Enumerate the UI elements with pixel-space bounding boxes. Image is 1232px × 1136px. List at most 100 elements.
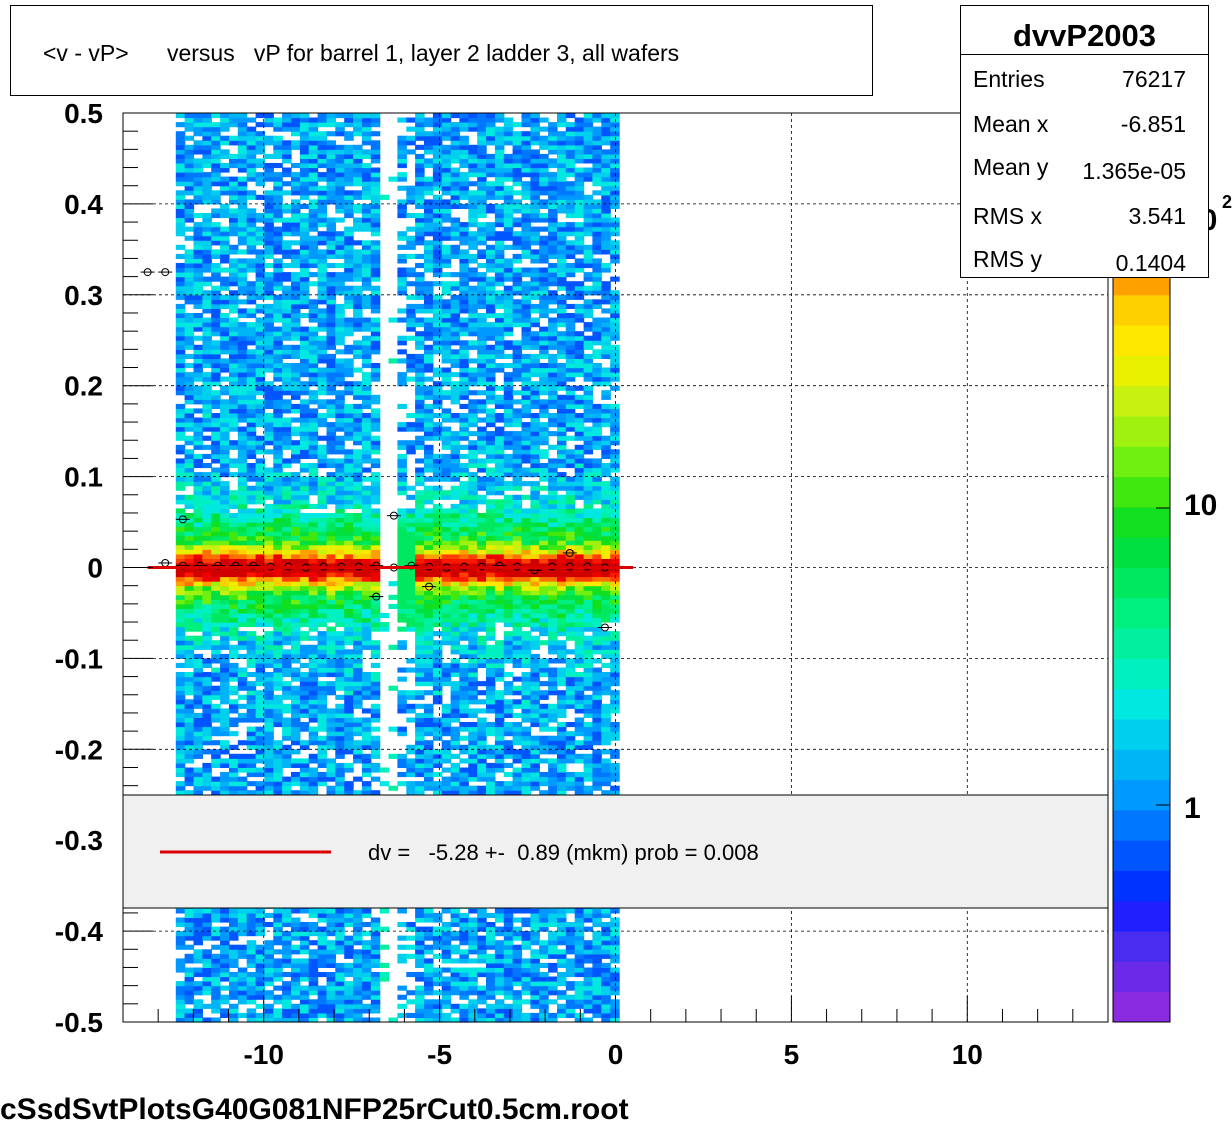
heatmap-cell [193, 544, 203, 550]
heatmap-cell [202, 1003, 212, 1009]
heatmap-cell [317, 113, 328, 119]
heatmap-cell [370, 972, 381, 978]
heatmap-cell [326, 567, 336, 573]
heatmap-cell [317, 326, 328, 332]
heatmap-cell [175, 476, 186, 482]
heatmap-cell [432, 226, 443, 232]
heatmap-cell [450, 176, 461, 182]
heatmap-cell [308, 513, 319, 519]
heatmap-cell [370, 349, 381, 355]
heatmap-cell [193, 585, 203, 591]
heatmap-cell [397, 213, 407, 219]
heatmap-cell [441, 431, 452, 437]
heatmap-cell [397, 253, 407, 259]
heatmap-cell [370, 1008, 381, 1014]
heatmap-cell [175, 253, 186, 259]
heatmap-cell [441, 153, 452, 159]
heatmap-cell [415, 413, 425, 419]
heatmap-cell [344, 235, 354, 241]
heatmap-cell [397, 235, 407, 241]
heatmap-cell [202, 326, 212, 332]
heatmap-cell [237, 331, 248, 337]
heatmap-cell [299, 358, 310, 364]
heatmap-cell [291, 1008, 301, 1014]
heatmap-cell [273, 717, 283, 723]
heatmap-cell [308, 517, 319, 523]
heatmap-cell [415, 417, 425, 423]
heatmap-cell [406, 576, 416, 582]
heatmap-cell [432, 758, 443, 764]
heatmap-cell [175, 608, 186, 614]
heatmap-cell [246, 490, 257, 496]
heatmap-cell [450, 317, 461, 323]
heatmap-cell [415, 358, 425, 364]
heatmap-cell [229, 199, 239, 205]
heatmap-cell [317, 944, 328, 950]
heatmap-cell [344, 781, 354, 787]
heatmap-cell [370, 649, 381, 655]
heatmap-cell [335, 712, 345, 718]
heatmap-cell [175, 326, 186, 332]
heatmap-cell [282, 117, 292, 123]
heatmap-cell [415, 767, 425, 773]
heatmap-cell [326, 549, 336, 555]
heatmap-cell [211, 213, 221, 219]
heatmap-cell [353, 953, 363, 959]
heatmap-cell [308, 985, 319, 991]
heatmap-cell [415, 658, 425, 664]
heatmap-cell [291, 308, 301, 314]
heatmap-cell [308, 922, 319, 928]
heatmap-cell [229, 299, 239, 305]
heatmap-cell [273, 608, 283, 614]
heatmap-cell [184, 522, 195, 528]
heatmap-cell [335, 490, 345, 496]
heatmap-cell [344, 599, 354, 605]
heatmap-cell [184, 999, 195, 1005]
heatmap-cell [246, 472, 257, 478]
heatmap-cell [317, 140, 328, 146]
heatmap-cell [273, 353, 283, 359]
heatmap-cell [255, 213, 266, 219]
heatmap-cell [220, 613, 230, 619]
heatmap-cell [317, 263, 328, 269]
heatmap-cell [184, 685, 195, 691]
heatmap-cell [202, 194, 212, 200]
heatmap-cell [335, 585, 345, 591]
heatmap-cell [326, 222, 336, 228]
heatmap-cell [264, 653, 274, 659]
heatmap-cell [237, 594, 248, 600]
heatmap-cell [441, 308, 452, 314]
heatmap-cell [370, 681, 381, 687]
heatmap-cell [299, 249, 310, 255]
heatmap-cell [282, 599, 292, 605]
heatmap-cell [237, 994, 248, 1000]
heatmap-cell [299, 226, 310, 232]
heatmap-cell [335, 985, 345, 991]
heatmap-cell [246, 435, 257, 441]
heatmap-cell [317, 563, 328, 569]
heatmap-cell [424, 703, 434, 709]
heatmap-cell [175, 617, 186, 623]
heatmap-cell [237, 608, 248, 614]
heatmap-cell [317, 135, 328, 141]
heatmap-cell [175, 158, 186, 164]
heatmap-cell [237, 449, 248, 455]
heatmap-cell [255, 553, 266, 559]
heatmap-cell [344, 603, 354, 609]
heatmap-cell [335, 358, 345, 364]
heatmap-cell [424, 649, 434, 655]
heatmap-cell [415, 126, 425, 132]
heatmap-cell [370, 472, 381, 478]
heatmap-cell [175, 522, 186, 528]
heatmap-cell [397, 694, 407, 700]
heatmap-cell [317, 322, 328, 328]
heatmap-cell [353, 676, 363, 682]
heatmap-cell [344, 922, 354, 928]
heatmap-cell [353, 322, 363, 328]
heatmap-cell [370, 999, 381, 1005]
heatmap-cell [308, 926, 319, 932]
heatmap-cell [184, 385, 195, 391]
heatmap-cell [184, 708, 195, 714]
heatmap-cell [335, 485, 345, 491]
heatmap-cell [184, 526, 195, 532]
